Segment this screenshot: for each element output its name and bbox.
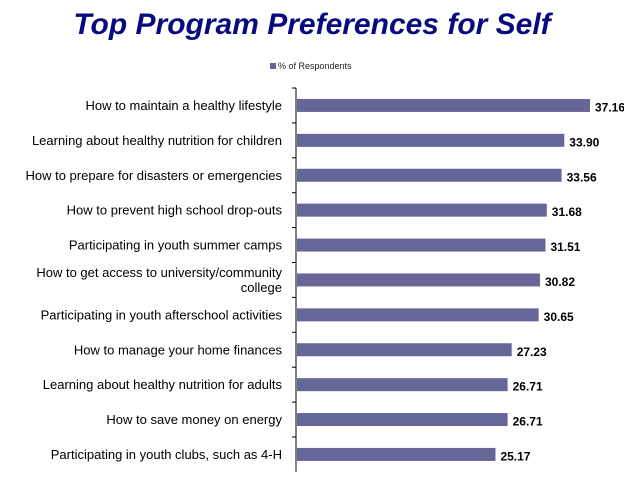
value-label: 27.23 — [517, 345, 547, 359]
category-label: How to save money on energy — [106, 412, 282, 427]
legend: % of Respondents — [270, 61, 352, 71]
legend-label: % of Respondents — [278, 61, 352, 71]
bar — [297, 413, 508, 427]
value-label: 25.17 — [500, 449, 530, 463]
value-label: 31.51 — [550, 240, 580, 254]
bar — [297, 378, 508, 392]
category-label: How to get access to university/communit… — [36, 265, 282, 295]
value-label: 31.68 — [552, 205, 582, 219]
value-label: 26.71 — [513, 415, 543, 429]
category-label: Participating in youth afterschool activ… — [41, 307, 283, 322]
category-label: Learning about healthy nutrition for adu… — [43, 377, 283, 392]
legend-swatch — [270, 63, 276, 69]
value-label: 26.71 — [513, 380, 543, 394]
bar — [297, 343, 512, 357]
category-label: How to prevent high school drop-outs — [67, 203, 283, 218]
value-label: 30.65 — [544, 310, 574, 324]
bar — [297, 273, 541, 287]
value-label: 37.16 — [595, 100, 624, 114]
value-label: 33.56 — [567, 170, 597, 184]
bar — [297, 447, 496, 461]
value-label: 33.90 — [569, 135, 599, 149]
category-label: How to prepare for disasters or emergenc… — [25, 168, 282, 183]
bar — [297, 308, 539, 322]
category-label: Learning about healthy nutrition for chi… — [32, 133, 282, 148]
chart-title: Top Program Preferences for Self — [73, 8, 551, 41]
category-label: Participating in youth summer camps — [69, 238, 283, 253]
bar — [297, 98, 590, 112]
category-label: How to maintain a healthy lifestyle — [85, 98, 282, 113]
bar — [297, 133, 565, 147]
bar — [297, 168, 562, 182]
category-label: Participating in youth clubs, such as 4-… — [51, 447, 282, 462]
value-label: 30.82 — [545, 275, 575, 289]
bar — [297, 238, 546, 252]
bar — [297, 203, 547, 217]
category-label: How to manage your home finances — [74, 342, 283, 357]
